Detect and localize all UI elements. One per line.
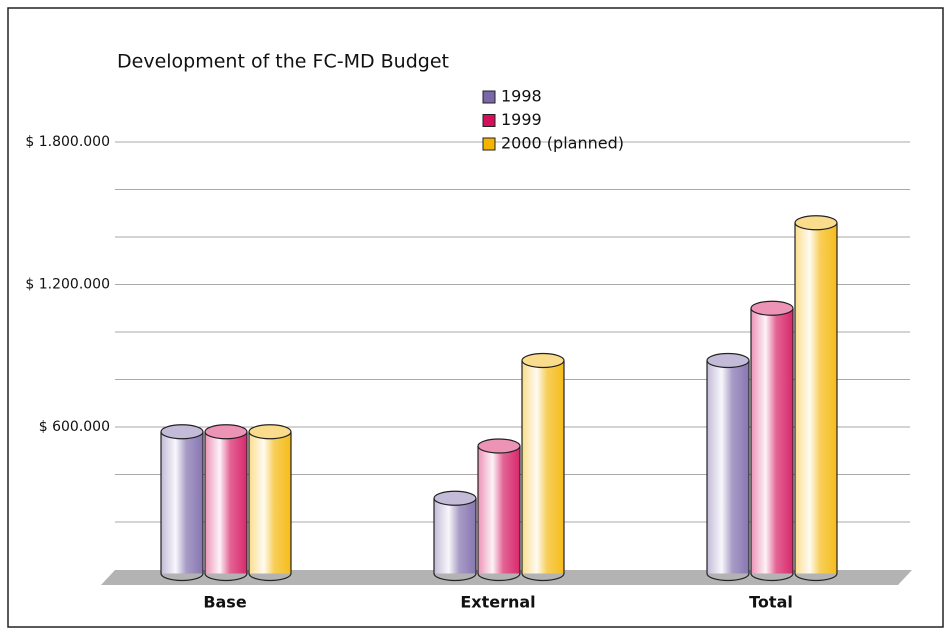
bar bbox=[794, 215, 838, 582]
y-tick-label: $ 1.800.000 bbox=[25, 134, 110, 150]
y-tick-label: $ 600.000 bbox=[39, 419, 110, 435]
bar-top bbox=[160, 424, 204, 440]
bar-body bbox=[751, 308, 793, 574]
bar-body bbox=[478, 446, 520, 574]
bar bbox=[160, 424, 204, 582]
bar-body bbox=[161, 431, 203, 574]
bar bbox=[248, 424, 292, 582]
bar bbox=[204, 424, 248, 582]
bar-body bbox=[522, 360, 564, 574]
bar-outline bbox=[477, 446, 521, 582]
bar-outline bbox=[204, 431, 248, 582]
legend-swatch bbox=[482, 114, 496, 127]
bar-body bbox=[707, 360, 749, 574]
bar bbox=[521, 352, 565, 582]
bar-top bbox=[433, 490, 477, 506]
bar-top bbox=[248, 424, 292, 440]
bar-outline bbox=[160, 431, 204, 582]
legend-label: 1998 bbox=[501, 87, 542, 106]
floor bbox=[101, 570, 912, 585]
bar-outline bbox=[521, 360, 565, 582]
legend-swatch bbox=[482, 137, 496, 151]
bar-top bbox=[794, 215, 838, 231]
bar-body bbox=[205, 431, 247, 574]
bar bbox=[433, 490, 477, 582]
bar bbox=[750, 300, 794, 582]
bar-outline bbox=[248, 431, 292, 582]
bar-body bbox=[434, 498, 476, 574]
bar-top bbox=[521, 352, 565, 369]
legend-label: 2000 (planned) bbox=[501, 134, 624, 153]
x-tick-label: Total bbox=[749, 593, 793, 612]
bar-body bbox=[249, 431, 291, 574]
legend-swatch bbox=[482, 90, 496, 104]
bar-top bbox=[706, 352, 750, 369]
bar-top bbox=[477, 438, 521, 454]
bar bbox=[706, 352, 750, 582]
legend-label: 1999 bbox=[501, 110, 542, 129]
bar bbox=[477, 438, 521, 582]
bar-top bbox=[204, 424, 248, 440]
bar-outline bbox=[706, 360, 750, 582]
bar-outline bbox=[433, 498, 477, 582]
y-tick-label: $ 1.200.000 bbox=[25, 277, 110, 293]
bar-top bbox=[750, 300, 794, 316]
chart-title: Development of the FC-MD Budget bbox=[117, 51, 449, 73]
bar-outline bbox=[794, 222, 838, 582]
bar-body bbox=[795, 222, 837, 574]
bar-outline bbox=[750, 308, 794, 582]
x-tick-label: External bbox=[460, 593, 535, 612]
x-tick-label: Base bbox=[203, 593, 247, 612]
